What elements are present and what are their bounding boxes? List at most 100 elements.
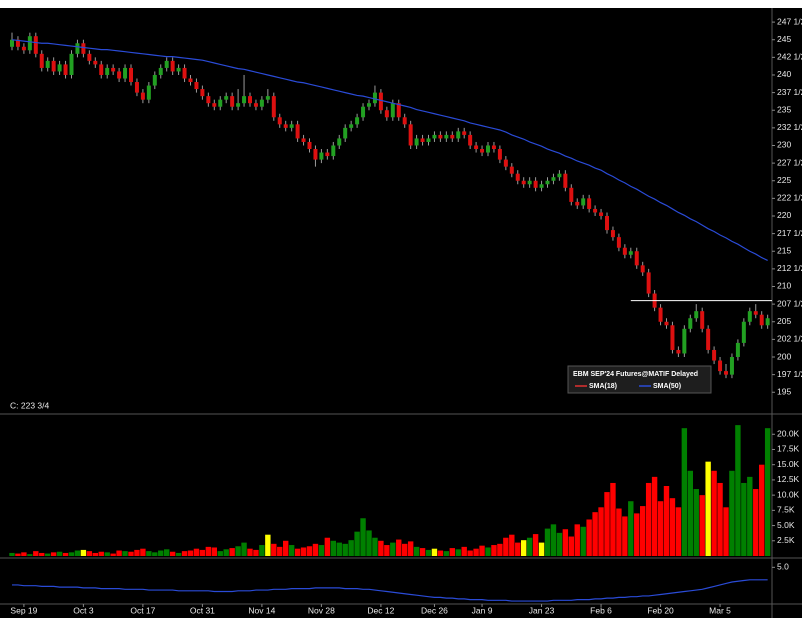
candle-body [45, 60, 50, 68]
volume-bar [235, 546, 241, 556]
candle-body [129, 67, 133, 83]
candle-body [15, 39, 20, 47]
candle-body [248, 96, 252, 104]
volume-bar [39, 552, 45, 556]
volume-bar [419, 548, 426, 556]
y-tick-label: 217 1/2 [777, 228, 802, 238]
volume-bar [699, 495, 705, 556]
volume-bar [526, 537, 533, 556]
volume-bar [50, 552, 57, 556]
volume-bar [687, 470, 693, 556]
volume-bar [628, 501, 634, 556]
volume-bar [747, 476, 753, 556]
candle-body [676, 349, 681, 354]
volume-bar [396, 539, 402, 556]
volume-bar [384, 545, 390, 556]
candle-body [123, 67, 128, 79]
volume-bar [622, 516, 628, 556]
volume-bar [68, 552, 75, 556]
candle-body [491, 145, 496, 150]
volume-bar [443, 551, 450, 556]
volume-bar [764, 428, 771, 556]
candle-body [21, 46, 26, 51]
volume-bar [164, 549, 170, 556]
candle-body [69, 53, 74, 75]
volume-bar [134, 549, 140, 556]
x-tick-label: Sep 19 [10, 605, 37, 615]
candle-body [218, 99, 223, 107]
candle-body [242, 96, 247, 104]
candle-body [539, 184, 544, 188]
volume-bar [372, 537, 378, 556]
x-tick-label: Feb 6 [590, 605, 612, 615]
volume-bar [348, 540, 354, 556]
volume-bar [390, 542, 396, 556]
volume-bar [205, 546, 212, 556]
candle-body [319, 152, 324, 160]
volume-bar [324, 537, 331, 556]
candle-body [658, 307, 663, 322]
volume-bar [259, 545, 265, 556]
volume-bar [753, 489, 759, 556]
candle-body [694, 311, 699, 319]
candle-body [628, 251, 633, 255]
volume-bar [562, 529, 569, 556]
candle-body [414, 138, 419, 146]
volume-bar [425, 549, 432, 556]
volume-bar [175, 552, 182, 556]
candle-body [259, 99, 264, 107]
candle-body [700, 311, 705, 329]
candle-body [75, 43, 80, 54]
volume-bar [586, 519, 592, 556]
candle-body [194, 82, 199, 90]
y-tick-label: 235 [777, 104, 791, 114]
volume-bar [116, 550, 122, 556]
volume-bar [169, 551, 176, 556]
candle-body [610, 230, 615, 238]
candle-body [206, 96, 211, 104]
candle-body [182, 67, 187, 79]
candle-body [230, 96, 235, 107]
volume-bar [449, 548, 455, 556]
volume-bar [723, 507, 729, 556]
candle-body [27, 36, 32, 51]
volume-bar [598, 507, 604, 556]
candle-body [729, 357, 734, 375]
volume-bar [729, 470, 735, 556]
y-tick-label: 225 [777, 175, 791, 185]
volume-bar [241, 542, 247, 556]
y-tick-label: 205 [777, 316, 791, 326]
y-tick-label: 202 1/2 [777, 334, 802, 344]
candle-body [533, 180, 538, 188]
volume-bar [45, 553, 51, 556]
volume-bar [306, 546, 313, 556]
legend-entry: SMA(18) [589, 383, 617, 390]
volume-bar [681, 428, 688, 556]
volume-bar [675, 507, 682, 556]
volume-bar [580, 526, 586, 556]
volume-bar [717, 482, 723, 556]
candle-body [295, 124, 300, 139]
candle-body [367, 103, 371, 107]
candle-body [706, 328, 711, 350]
volume-bar [104, 552, 110, 556]
candle-body [33, 36, 38, 54]
volume-bar [532, 534, 539, 556]
candle-body [105, 67, 110, 75]
candle-body [753, 311, 758, 315]
volume-bar [711, 470, 717, 556]
candle-body [212, 103, 217, 107]
candle-body [557, 173, 562, 178]
candle-body [372, 92, 377, 104]
candle-body [224, 96, 229, 100]
candle-body [509, 166, 514, 174]
volume-bar [15, 553, 21, 556]
candle-body [146, 85, 151, 100]
volume-bar [193, 548, 200, 556]
candle-body [301, 138, 306, 142]
y-tick-label: 212 1/2 [777, 263, 802, 273]
candle-body [111, 67, 116, 72]
x-tick-label: Dec 12 [367, 605, 394, 615]
volume-bar [657, 501, 664, 556]
